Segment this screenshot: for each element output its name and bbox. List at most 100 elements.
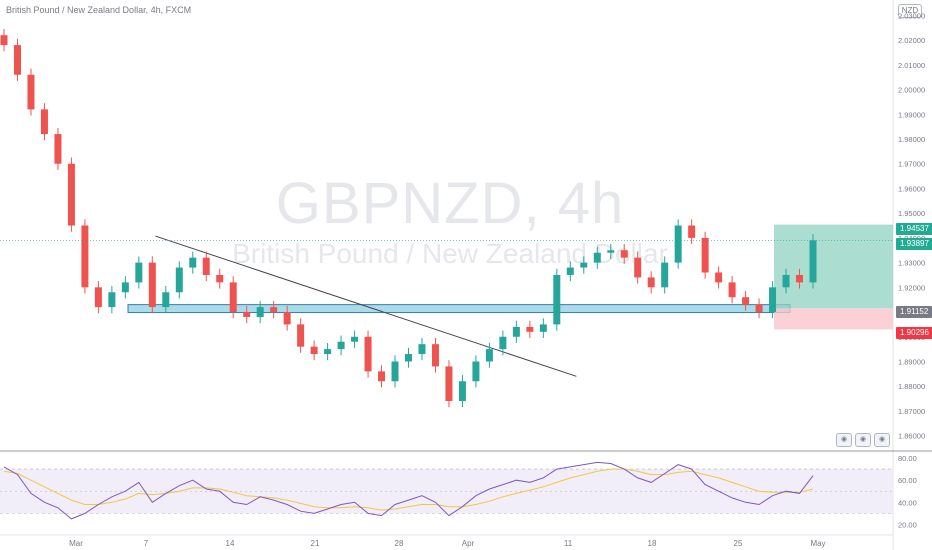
time-tick-label: 28 xyxy=(395,539,404,548)
candle-body xyxy=(796,274,804,283)
candle-body xyxy=(175,267,183,293)
chart-title: British Pound / New Zealand Dollar, 4h, … xyxy=(6,5,192,15)
candle-body xyxy=(566,267,574,275)
price-tick-label: 2.01000 xyxy=(898,61,925,70)
candle-body xyxy=(283,312,291,325)
candle-body xyxy=(351,336,359,342)
time-tick-label: Mar xyxy=(69,539,83,548)
candle-body xyxy=(445,366,453,402)
candle-body xyxy=(512,326,520,337)
time-tick-label: 7 xyxy=(144,539,149,548)
candle-body xyxy=(364,336,372,372)
candle-body xyxy=(378,371,386,382)
candle-body xyxy=(688,225,696,238)
candle-body xyxy=(593,252,601,263)
candle-body xyxy=(256,307,264,317)
candle-body xyxy=(701,237,709,273)
price-tick-label: 1.98000 xyxy=(898,135,925,144)
candle-body xyxy=(121,282,129,293)
time-tick-label: 25 xyxy=(734,539,743,548)
time-tick-label: May xyxy=(810,539,825,548)
candle-body xyxy=(81,225,89,288)
candle-body xyxy=(647,277,655,288)
candle-body xyxy=(40,109,48,135)
candle-body xyxy=(216,274,224,283)
candle-body xyxy=(270,307,278,313)
flag-nz-icon[interactable]: ◉ xyxy=(855,433,871,447)
time-tick-label: 14 xyxy=(226,539,235,548)
candle-body xyxy=(405,354,412,362)
candle-body xyxy=(634,257,642,278)
candle-body xyxy=(94,287,102,308)
rsi-ma-line xyxy=(3,468,814,511)
rsi-tick-label: 60.00 xyxy=(898,476,917,485)
target-price-label: 1.94537 xyxy=(896,223,932,235)
price-tick-label: 1.87000 xyxy=(898,407,925,416)
candle-body xyxy=(135,262,143,283)
candle-body xyxy=(769,287,777,313)
candle-body xyxy=(458,381,466,402)
entry-price-label: 1.91152 xyxy=(896,306,932,318)
trend-line xyxy=(155,235,577,377)
candle-body xyxy=(472,361,480,382)
price-tick-label: 1.86000 xyxy=(898,432,925,441)
candle-body xyxy=(391,361,399,382)
candle-body xyxy=(499,336,507,350)
indicator-buttons: ◉ ◉ ◉ xyxy=(836,433,890,447)
last-price-label: 1.93897 xyxy=(896,238,932,250)
candle-body xyxy=(297,324,305,347)
candle-body xyxy=(324,349,332,355)
candle-body xyxy=(782,274,790,288)
candle-body xyxy=(674,225,682,263)
candle-body xyxy=(337,341,345,350)
time-tick-label: 11 xyxy=(564,539,573,548)
candle-body xyxy=(27,74,35,110)
candle-body xyxy=(108,292,116,308)
candle-body xyxy=(310,346,318,355)
candle-body xyxy=(755,304,763,313)
price-tick-label: 2.02000 xyxy=(898,36,925,45)
candle-body xyxy=(13,45,21,75)
candle-body xyxy=(553,274,561,325)
flag-gb-icon-2[interactable]: ◉ xyxy=(874,433,890,447)
candle-body xyxy=(715,272,723,283)
stop-loss-zone xyxy=(774,308,893,330)
candle-body xyxy=(418,344,426,355)
candle-body xyxy=(742,297,750,305)
price-tick-label: 1.97000 xyxy=(898,160,925,169)
price-tick-label: 1.92000 xyxy=(898,283,925,292)
candle-body xyxy=(607,250,615,253)
time-tick-label: 21 xyxy=(311,539,320,548)
candle-body xyxy=(67,163,75,226)
candle-body xyxy=(0,35,8,46)
support-resistance-zone xyxy=(127,304,791,314)
currency-badge[interactable]: NZD xyxy=(898,4,922,18)
candle-body xyxy=(809,240,817,283)
rsi-line xyxy=(3,461,814,520)
candle-body xyxy=(243,312,251,317)
price-tick-label: 1.99000 xyxy=(898,110,925,119)
time-tick-label: 18 xyxy=(648,539,657,548)
time-tick-label: Apr xyxy=(462,539,475,548)
price-tick-label: 1.93000 xyxy=(898,259,925,268)
candle-body xyxy=(620,250,628,258)
price-tick-label: 1.88000 xyxy=(898,382,925,391)
candle-body xyxy=(229,282,237,313)
flag-gb-icon[interactable]: ◉ xyxy=(836,433,852,447)
price-tick-label: 1.96000 xyxy=(898,184,925,193)
watermark-symbol: GBPNZD, 4h xyxy=(275,171,625,236)
candle-body xyxy=(202,257,210,275)
candle-body xyxy=(728,282,736,298)
stop-price-label: 1.90296 xyxy=(896,327,932,339)
candle-body xyxy=(539,324,547,332)
candle-body xyxy=(148,262,156,308)
price-tick-label: 2.00000 xyxy=(898,86,925,95)
price-tick-label: 1.89000 xyxy=(898,357,925,366)
candle-body xyxy=(661,262,669,288)
price-tick-label: 1.95000 xyxy=(898,209,925,218)
candle-body xyxy=(485,349,493,362)
candle-body xyxy=(54,134,62,164)
candle-body xyxy=(162,292,170,308)
rsi-tick-label: 20.00 xyxy=(898,520,917,529)
